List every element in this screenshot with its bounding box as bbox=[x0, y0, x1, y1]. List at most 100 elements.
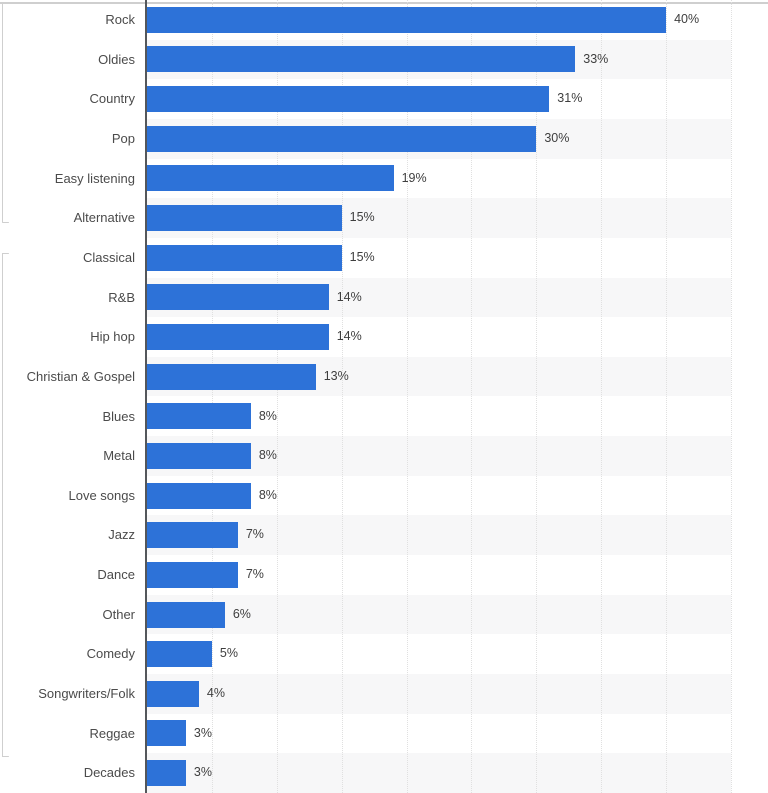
plot-area: 14% bbox=[147, 277, 731, 318]
bar[interactable] bbox=[147, 323, 329, 350]
category-label-hip-hop: Hip hop bbox=[90, 329, 135, 345]
bar[interactable] bbox=[147, 760, 186, 787]
bar[interactable] bbox=[147, 442, 251, 469]
category-label-pop: Pop bbox=[111, 130, 135, 146]
chart-row: Country 31% bbox=[0, 79, 768, 119]
plot-area: 8% bbox=[147, 476, 731, 516]
value-label: 31% bbox=[557, 91, 583, 106]
value-label: 7% bbox=[245, 567, 264, 582]
chart-row: Love songs 8% bbox=[0, 476, 768, 516]
chart-row: Alternative 15% bbox=[0, 198, 768, 238]
gridline-20pct bbox=[406, 0, 408, 793]
bar[interactable] bbox=[147, 86, 550, 113]
plot-area: 33% bbox=[147, 39, 731, 80]
bar[interactable] bbox=[147, 403, 251, 430]
plot-area: 19% bbox=[147, 159, 731, 199]
chart-row: R&B 14% bbox=[0, 277, 768, 318]
value-label: 7% bbox=[245, 527, 264, 542]
chart-row: Hip hop 14% bbox=[0, 317, 768, 357]
gridline-30pct bbox=[536, 0, 538, 793]
background-card1-left-border bbox=[2, 2, 3, 222]
plot-area: 13% bbox=[147, 356, 731, 397]
value-label: 8% bbox=[258, 487, 277, 502]
chart-row: Comedy 5% bbox=[0, 634, 768, 674]
category-label-alternative: Alternative bbox=[73, 210, 135, 226]
chart-row: Classical 15% bbox=[0, 238, 768, 278]
plot-area: 7% bbox=[147, 515, 731, 556]
gridline-5pct bbox=[211, 0, 213, 793]
bar[interactable] bbox=[147, 165, 394, 192]
bar[interactable] bbox=[147, 244, 342, 271]
chart-row: Decades 3% bbox=[0, 753, 768, 793]
value-label: 5% bbox=[219, 646, 238, 661]
gridline-35pct bbox=[601, 0, 603, 793]
value-label: 14% bbox=[336, 329, 362, 344]
category-label-metal: Metal bbox=[103, 448, 135, 464]
chart-row: Oldies 33% bbox=[0, 39, 768, 80]
plot-area: 31% bbox=[147, 79, 731, 119]
row-stripe bbox=[147, 753, 731, 793]
bar[interactable] bbox=[147, 46, 576, 73]
category-label-jazz: Jazz bbox=[108, 527, 135, 543]
value-label: 30% bbox=[544, 130, 570, 145]
bar[interactable] bbox=[147, 363, 316, 390]
gridline-15pct bbox=[341, 0, 343, 793]
background-card2-top-corner bbox=[2, 253, 9, 254]
bar[interactable] bbox=[147, 205, 342, 232]
row-stripe bbox=[147, 594, 731, 635]
gridline-40pct bbox=[666, 0, 668, 793]
chart-row: Metal 8% bbox=[0, 436, 768, 476]
category-label-blues: Blues bbox=[102, 408, 135, 424]
row-stripe bbox=[147, 674, 731, 714]
value-label: 8% bbox=[258, 408, 277, 423]
plot-area: 3% bbox=[147, 714, 731, 754]
bar[interactable] bbox=[147, 641, 212, 668]
bar[interactable] bbox=[147, 680, 199, 707]
bar[interactable] bbox=[147, 601, 225, 628]
chart-row: Dance 7% bbox=[0, 555, 768, 595]
category-label-songwriters-folk: Songwriters/Folk bbox=[38, 686, 135, 702]
value-label: 19% bbox=[401, 170, 427, 185]
gridline-45pct bbox=[731, 0, 732, 793]
bar[interactable] bbox=[147, 125, 537, 152]
value-label: 33% bbox=[583, 51, 609, 66]
background-card1-bottom-corner bbox=[2, 222, 9, 223]
plot-area: 30% bbox=[147, 118, 731, 159]
bar[interactable] bbox=[147, 284, 329, 311]
category-label-r-b: R&B bbox=[108, 289, 135, 305]
category-label-country: Country bbox=[89, 91, 135, 107]
background-card2-bottom-corner bbox=[2, 756, 9, 757]
category-label-decades: Decades bbox=[83, 765, 135, 781]
plot-area: 6% bbox=[147, 594, 731, 635]
gridline-10pct bbox=[276, 0, 278, 793]
plot-area: 7% bbox=[147, 555, 731, 595]
value-label: 14% bbox=[336, 289, 362, 304]
page-top-border bbox=[0, 2, 768, 4]
plot-area: 8% bbox=[147, 397, 731, 437]
category-label-dance: Dance bbox=[97, 567, 135, 583]
bar[interactable] bbox=[147, 720, 186, 747]
category-label-other: Other bbox=[102, 606, 135, 622]
chart-row: Blues 8% bbox=[0, 397, 768, 437]
category-label-love-songs: Love songs bbox=[68, 487, 136, 503]
value-label: 3% bbox=[193, 725, 212, 740]
plot-area: 14% bbox=[147, 317, 731, 357]
category-label-oldies: Oldies bbox=[98, 51, 135, 67]
plot-area: 15% bbox=[147, 238, 731, 278]
value-label: 4% bbox=[206, 686, 225, 701]
category-label-christian-gospel: Christian & Gospel bbox=[26, 368, 135, 384]
bar[interactable] bbox=[147, 6, 667, 33]
bar[interactable] bbox=[147, 561, 238, 588]
plot-area: 4% bbox=[147, 674, 731, 714]
category-label-reggae: Reggae bbox=[89, 725, 135, 741]
bar[interactable] bbox=[147, 522, 238, 549]
background-card2-left-border bbox=[2, 253, 3, 757]
plot-area: 40% bbox=[147, 0, 731, 40]
chart-row: Easy listening 19% bbox=[0, 159, 768, 199]
value-label: 15% bbox=[349, 249, 375, 264]
bar[interactable] bbox=[147, 482, 251, 509]
chart-row: Jazz 7% bbox=[0, 515, 768, 556]
category-label-classical: Classical bbox=[82, 249, 135, 265]
category-label-easy-listening: Easy listening bbox=[54, 170, 135, 186]
